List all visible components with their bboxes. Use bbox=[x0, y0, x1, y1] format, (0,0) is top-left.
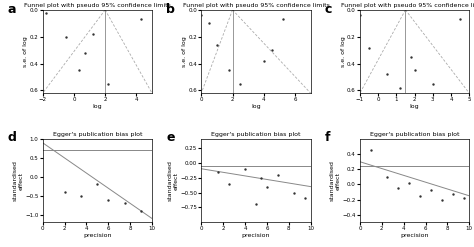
X-axis label: precision: precision bbox=[401, 233, 429, 238]
Point bbox=[260, 59, 267, 63]
Point bbox=[137, 17, 145, 21]
Title: Egger's publication bias plot: Egger's publication bias plot bbox=[53, 132, 142, 137]
Point bbox=[456, 17, 464, 21]
X-axis label: precision: precision bbox=[242, 233, 270, 238]
Point bbox=[225, 182, 232, 185]
Y-axis label: s.e. of log: s.e. of log bbox=[23, 36, 28, 67]
Point bbox=[62, 35, 70, 39]
Point bbox=[237, 82, 244, 86]
Point bbox=[407, 55, 415, 59]
Point bbox=[213, 43, 221, 47]
Text: c: c bbox=[325, 3, 332, 16]
Point bbox=[89, 32, 96, 36]
Point bbox=[460, 196, 467, 200]
Point bbox=[205, 21, 213, 25]
Y-axis label: s.e. of log: s.e. of log bbox=[341, 36, 346, 67]
Point bbox=[367, 148, 374, 152]
Text: e: e bbox=[166, 131, 175, 144]
Title: Funnel plot with pseudo 95% confidence limits: Funnel plot with pseudo 95% confidence l… bbox=[182, 3, 329, 8]
Text: f: f bbox=[325, 131, 330, 144]
Title: Egger's publication bias plot: Egger's publication bias plot bbox=[370, 132, 459, 137]
Point bbox=[104, 198, 112, 202]
Point bbox=[365, 45, 373, 49]
Point bbox=[81, 51, 89, 55]
Point bbox=[214, 170, 221, 174]
Point bbox=[383, 72, 391, 76]
Point bbox=[252, 203, 260, 206]
Title: Egger's publication bias plot: Egger's publication bias plot bbox=[211, 132, 301, 137]
Point bbox=[274, 173, 282, 177]
Y-axis label: standardised
effect: standardised effect bbox=[13, 160, 24, 201]
X-axis label: log: log bbox=[92, 104, 102, 109]
Text: b: b bbox=[166, 3, 175, 16]
Y-axis label: s.e. of log: s.e. of log bbox=[182, 36, 187, 67]
Point bbox=[405, 181, 413, 185]
Point bbox=[104, 82, 112, 86]
Point bbox=[268, 48, 275, 52]
Point bbox=[93, 183, 101, 186]
Y-axis label: standardised
effect: standardised effect bbox=[330, 160, 341, 201]
Point bbox=[279, 17, 286, 21]
Point bbox=[416, 194, 424, 198]
X-axis label: log: log bbox=[251, 104, 261, 109]
Point bbox=[396, 86, 404, 90]
Point bbox=[75, 68, 82, 72]
Point bbox=[241, 167, 249, 171]
Point bbox=[449, 191, 456, 195]
Point bbox=[394, 186, 402, 190]
Point bbox=[291, 191, 298, 195]
Point bbox=[258, 176, 265, 180]
Title: Funnel plot with pseudo 95% confidence limits: Funnel plot with pseudo 95% confidence l… bbox=[24, 3, 171, 8]
X-axis label: precision: precision bbox=[83, 233, 111, 238]
Point bbox=[301, 197, 309, 201]
Point bbox=[137, 209, 145, 213]
Point bbox=[198, 13, 205, 17]
Point bbox=[42, 11, 50, 15]
Y-axis label: standardised
effect: standardised effect bbox=[168, 160, 179, 201]
Point bbox=[77, 194, 85, 198]
Point bbox=[429, 82, 437, 86]
Point bbox=[383, 175, 391, 179]
Title: Funnel plot with pseudo 95% confidence limits: Funnel plot with pseudo 95% confidence l… bbox=[341, 3, 474, 8]
Text: d: d bbox=[8, 131, 17, 144]
Point bbox=[356, 13, 364, 17]
Point bbox=[226, 68, 233, 72]
Point bbox=[263, 185, 271, 188]
Text: a: a bbox=[8, 3, 16, 16]
Point bbox=[411, 68, 419, 72]
Point bbox=[438, 198, 446, 202]
Point bbox=[427, 188, 435, 192]
Point bbox=[61, 190, 68, 194]
X-axis label: log: log bbox=[410, 104, 419, 109]
Point bbox=[121, 201, 128, 205]
